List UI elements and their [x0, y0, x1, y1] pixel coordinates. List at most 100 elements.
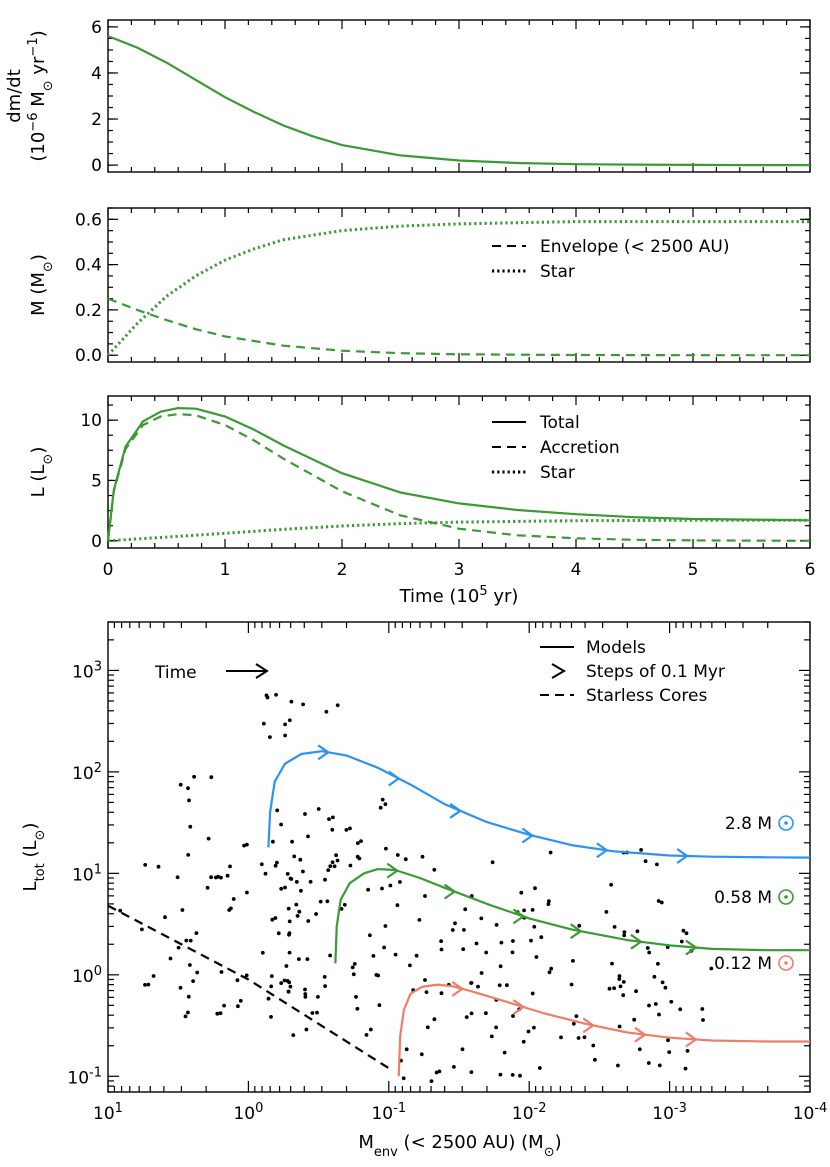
panel-accretion-rate: 0 2 4 6 — [91, 18, 811, 176]
data-point — [163, 915, 167, 920]
data-point — [529, 938, 533, 943]
label-part: 10 — [793, 1104, 815, 1124]
data-point — [308, 879, 313, 884]
time-annotation: Time — [154, 663, 197, 683]
data-point — [176, 945, 181, 950]
data-point — [408, 963, 412, 968]
data-point — [635, 929, 640, 934]
data-point — [286, 906, 291, 911]
data-point — [679, 939, 684, 944]
data-point — [647, 950, 652, 955]
data-point — [183, 1014, 188, 1019]
data-point — [328, 953, 332, 958]
series-line — [106, 220, 810, 357]
data-point — [290, 839, 294, 844]
model-label: 0.12 M — [714, 954, 772, 974]
data-point — [494, 1025, 498, 1030]
legend-label: Total — [539, 413, 580, 433]
label-part: ⊙ — [544, 1145, 555, 1160]
data-point — [222, 1003, 227, 1008]
time-step-arrow — [386, 862, 399, 879]
data-point — [194, 931, 199, 935]
data-point — [393, 952, 398, 957]
data-point — [464, 1015, 469, 1019]
data-point — [505, 983, 509, 988]
panel-mass: 0.0 0.2 0.4 0.6 Envelope (< 2500 AU) Star — [75, 207, 811, 366]
data-point — [709, 966, 714, 971]
y-tick-label: 0.6 — [75, 210, 102, 230]
data-point — [656, 899, 661, 903]
x-tick-label: 1 — [220, 560, 231, 580]
data-point — [275, 860, 279, 865]
data-point — [188, 938, 193, 943]
data-point — [414, 953, 419, 958]
label-part: 10 — [652, 1104, 674, 1124]
x-tick-label: 0 — [103, 560, 114, 580]
data-point — [286, 989, 291, 994]
model-curve — [107, 904, 390, 1070]
x-axis-label: Menv (< 2500 AU) (M⊙) — [358, 1132, 561, 1160]
data-point — [377, 1003, 382, 1008]
data-point — [368, 933, 372, 938]
data-point — [188, 824, 193, 829]
time-step-arrow — [634, 1026, 646, 1043]
y-axis-label: dm/dt — [4, 69, 25, 123]
data-point — [618, 984, 623, 989]
solar-symbol — [778, 889, 794, 905]
data-point — [571, 1021, 576, 1026]
label-part: 1 — [94, 862, 102, 877]
data-point — [571, 959, 575, 963]
model-label: 0.58 M — [714, 888, 772, 908]
label-part: ⊙ — [33, 830, 48, 841]
data-point — [348, 826, 352, 831]
data-point — [404, 1047, 409, 1052]
data-point — [227, 908, 232, 912]
plot-frame — [107, 207, 811, 363]
label-part: 10 — [512, 1104, 534, 1124]
data-point — [604, 910, 609, 914]
data-point — [547, 899, 551, 904]
data-point — [502, 1050, 507, 1055]
data-point — [645, 946, 650, 950]
solar-symbol-dot — [784, 821, 788, 825]
data-point — [276, 931, 281, 936]
label-part: 0 — [255, 1101, 263, 1116]
data-point — [270, 917, 275, 922]
label-part: ⊙ — [41, 454, 56, 465]
data-point — [549, 966, 554, 971]
data-point — [299, 888, 303, 893]
panel-evolution-diagram: 101 100 10-1 10-2 10-3 10-410-11001011021032.… — [67, 621, 827, 1124]
label-part: yr — [28, 56, 49, 80]
data-point — [657, 1012, 661, 1017]
data-point — [420, 854, 425, 859]
legend-label: Models — [586, 638, 646, 658]
data-point — [324, 709, 329, 714]
data-point — [140, 927, 144, 932]
label-part: 10 — [72, 764, 94, 784]
data-point — [656, 961, 660, 966]
data-point — [384, 846, 388, 851]
data-point — [683, 1066, 688, 1071]
label-part: ) — [20, 823, 41, 830]
data-point — [318, 899, 323, 904]
data-point — [469, 1070, 474, 1074]
data-point — [376, 973, 380, 978]
data-point — [398, 880, 402, 884]
x-axis-label: Time (105 yr) — [399, 584, 519, 608]
data-point — [303, 992, 308, 996]
label-part: 10 — [72, 662, 94, 682]
label-part: M — [358, 1132, 374, 1153]
data-point — [186, 853, 191, 857]
data-point — [576, 1036, 581, 1040]
label-part: 3 — [94, 659, 102, 674]
legend-label: Envelope (< 2500 AU) — [540, 237, 729, 257]
data-point — [206, 836, 211, 841]
data-point — [283, 733, 287, 738]
y-tick-label: 102 — [72, 760, 102, 784]
series-line — [107, 518, 810, 543]
data-point — [607, 986, 612, 991]
data-point — [178, 782, 183, 787]
data-point — [335, 703, 340, 708]
data-point — [521, 1039, 526, 1044]
time-step-arrow — [443, 883, 456, 900]
